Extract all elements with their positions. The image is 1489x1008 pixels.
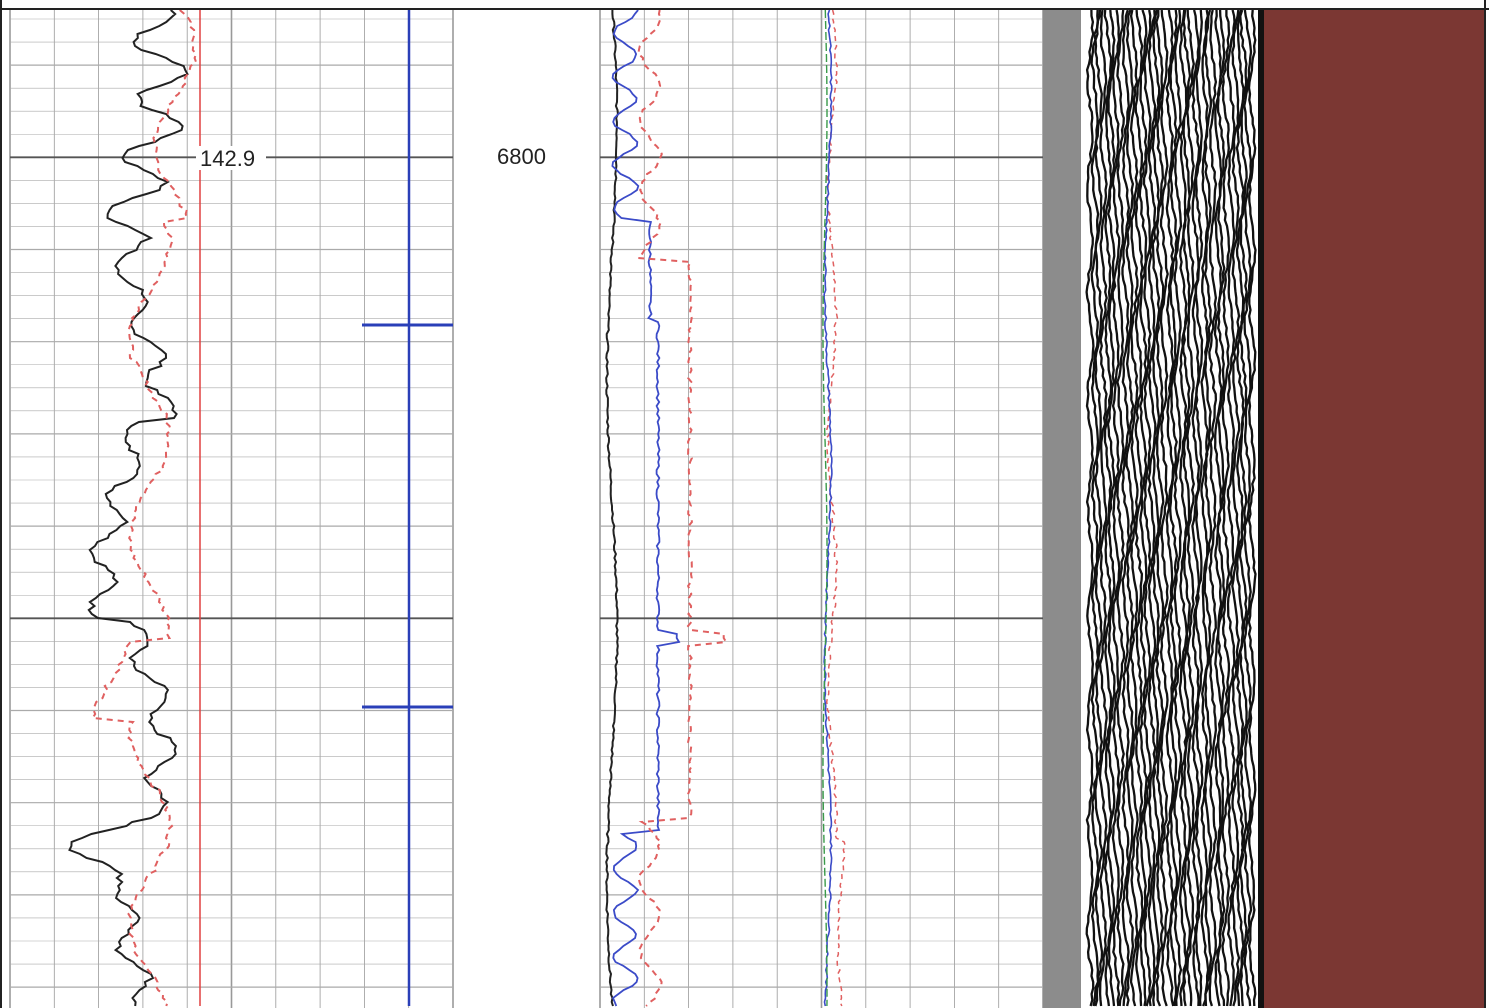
resistivity-micro-curve	[636, 9, 728, 1007]
image-stripes	[1085, 9, 1257, 1007]
resistivity-deep-curve	[605, 10, 619, 1007]
image-stripe	[1169, 9, 1179, 1007]
image-stripe	[1094, 9, 1104, 1007]
image-stripe	[1147, 9, 1157, 1007]
image-pad-band	[1043, 10, 1081, 1008]
image-stripe	[1098, 9, 1108, 1007]
image-stripe	[1085, 9, 1095, 1007]
image-stripe	[1138, 9, 1148, 1007]
curves	[68, 9, 847, 1007]
image-stripe	[1221, 10, 1231, 1007]
resistivity-shallow-curve	[611, 9, 681, 1007]
image-stripe	[1226, 9, 1236, 1007]
pe-curve	[822, 9, 828, 1007]
image-stripe	[1142, 9, 1152, 1007]
image-stripe	[1231, 9, 1241, 1007]
image-stripe	[1208, 9, 1218, 1007]
image-stripe	[1106, 9, 1116, 1007]
image-stripe	[1134, 9, 1144, 1007]
image-stripe	[1129, 9, 1139, 1007]
curve-annotation: 142.9	[200, 146, 255, 171]
image-color-track	[1264, 10, 1485, 1008]
image-stripe	[1247, 9, 1257, 1007]
image-stripe	[1173, 9, 1183, 1007]
image-stripe	[1121, 9, 1131, 1007]
image-stripe	[1186, 9, 1195, 1007]
depth-label: 6800	[497, 144, 546, 169]
density-curve	[825, 9, 847, 1007]
image-stripe	[1238, 9, 1248, 1007]
caliper-curve	[90, 9, 198, 1007]
annotation-bg	[196, 146, 266, 170]
image-stripe	[1200, 9, 1210, 1007]
image-stripe	[1178, 9, 1188, 1007]
image-stripe	[1155, 10, 1165, 1007]
image-stripe	[1203, 9, 1213, 1007]
gamma-ray-curve	[68, 9, 189, 1007]
neutron-curve	[823, 9, 833, 1007]
image-stripe	[1111, 9, 1121, 1007]
image-stripe	[1116, 9, 1126, 1007]
image-stripe	[1216, 9, 1226, 1007]
image-stripe	[1090, 9, 1100, 1007]
image-stripe	[1235, 9, 1245, 1007]
image-stripe	[1125, 9, 1135, 1007]
image-stripe	[1194, 9, 1204, 1007]
image-stripe	[1159, 9, 1169, 1007]
image-stripe	[1151, 9, 1161, 1007]
image-edge	[1258, 10, 1264, 1008]
